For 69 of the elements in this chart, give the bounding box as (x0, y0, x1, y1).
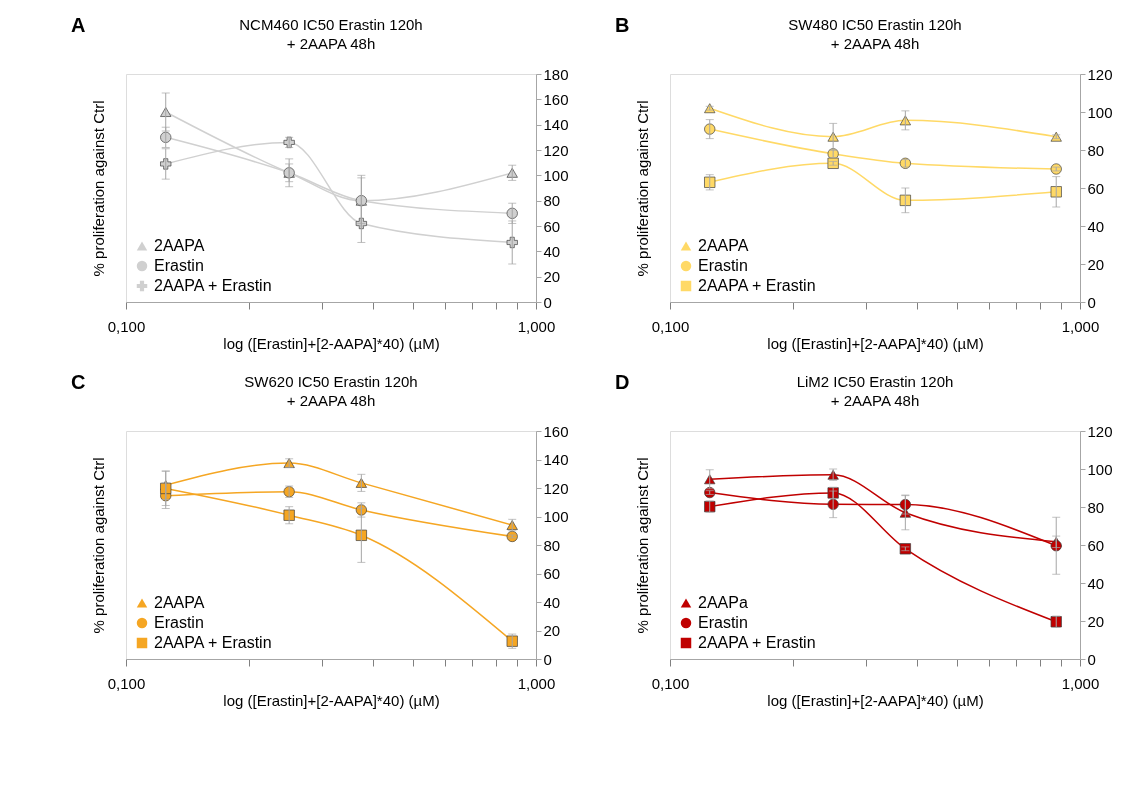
y-tick-label: 120 (1087, 65, 1113, 83)
legend-label: 2AAPA (154, 237, 205, 254)
chart-title: LiM2 IC50 Erastin 120h + 2AAPA 48h (796, 373, 954, 409)
x-tick-label: 0,100 (651, 317, 690, 335)
y-tick-label: 60 (543, 217, 561, 235)
x-tick-label: 1,000 (517, 674, 556, 692)
y-tick-label: 80 (1087, 498, 1105, 516)
y-tick-label: 0 (1087, 650, 1096, 668)
y-axis-title: % proliferation against Ctrl (633, 100, 651, 277)
y-tick-label: 120 (1087, 422, 1113, 440)
y-tick-label: 40 (1087, 574, 1105, 592)
legend-label: 2AAPA + Erastin (154, 634, 272, 651)
y-axis-title: % proliferation against Ctrl (633, 457, 651, 634)
y-tick-label: 0 (543, 650, 552, 668)
y-tick-label: 100 (543, 508, 569, 525)
y-tick-label: 0 (1087, 293, 1096, 311)
y-tick-label: 100 (1087, 460, 1113, 478)
y-tick-label: 40 (543, 242, 561, 260)
text: D (615, 371, 630, 393)
legend-label: 2AAPA (698, 237, 749, 254)
y-tick-label: 40 (543, 593, 561, 611)
x-axis-title: log ([Erastin]+[2-AAPA]*40) (µM) (767, 691, 984, 709)
y-tick-label: 120 (543, 479, 569, 497)
legend-label: 2AAPA + Erastin (698, 634, 816, 651)
legend-label: Erastin (698, 257, 748, 274)
legend-label: Erastin (154, 257, 204, 274)
x-tick-label: 1,000 (517, 317, 556, 335)
y-tick-label: 60 (543, 565, 561, 582)
y-tick-label: 60 (1087, 179, 1105, 197)
chart-title: SW480 IC50 Erastin 120h + 2AAPA 48h (788, 16, 962, 52)
x-axis-title: log ([Erastin]+[2-AAPA]*40) (µM) (223, 691, 440, 709)
x-tick-label: 0,100 (107, 674, 146, 692)
y-tick-label: 0 (543, 293, 552, 311)
y-tick-label: 20 (543, 268, 561, 286)
legend-label: 2AAPa (698, 594, 748, 611)
y-tick-label: 40 (1087, 217, 1105, 235)
y-tick-label: 80 (543, 536, 561, 554)
y-tick-label: 80 (543, 192, 561, 210)
y-axis-title: % proliferation against Ctrl (89, 100, 107, 277)
y-tick-label: 60 (1087, 536, 1105, 554)
x-axis-title: log ([Erastin]+[2-AAPA]*40) (µM) (767, 334, 984, 352)
y-tick-label: 140 (543, 116, 569, 134)
legend-label: 2AAPA + Erastin (154, 277, 272, 294)
legend-label: 2AAPA (154, 594, 205, 611)
legend-label: Erastin (154, 614, 204, 631)
y-tick-label: 20 (1087, 612, 1105, 630)
x-tick-label: 1,000 (1061, 674, 1100, 692)
y-tick-label: 100 (1087, 103, 1113, 121)
text: A (71, 14, 86, 36)
y-axis-title: % proliferation against Ctrl (89, 457, 107, 634)
legend-label: Erastin (698, 614, 748, 631)
chart-title: SW620 IC50 Erastin 120h + 2AAPA 48h (244, 373, 418, 409)
y-tick-label: 100 (543, 166, 569, 184)
chart-title: NCM460 IC50 Erastin 120h + 2AAPA 48h (239, 16, 423, 52)
x-axis-title: log ([Erastin]+[2-AAPA]*40) (µM) (223, 334, 440, 352)
y-tick-label: 180 (543, 65, 569, 83)
y-tick-label: 80 (1087, 141, 1105, 159)
y-tick-label: 20 (543, 622, 561, 639)
x-tick-label: 0,100 (651, 674, 690, 692)
y-tick-label: 160 (543, 90, 569, 108)
y-tick-label: 20 (1087, 255, 1105, 273)
text: B (615, 14, 630, 36)
x-tick-label: 1,000 (1061, 317, 1100, 335)
text: C (71, 371, 86, 393)
x-tick-label: 0,100 (107, 317, 146, 335)
y-tick-label: 120 (543, 141, 569, 159)
legend-label: 2AAPA + Erastin (698, 277, 816, 294)
y-tick-label: 160 (543, 422, 569, 440)
y-tick-label: 140 (543, 451, 569, 468)
